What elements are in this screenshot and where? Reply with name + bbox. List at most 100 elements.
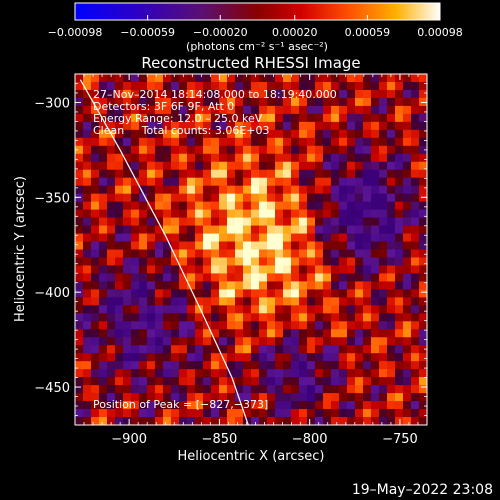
heatmap-cell — [75, 113, 84, 123]
heatmap-cell — [179, 193, 188, 203]
heatmap-cell — [75, 241, 84, 251]
heatmap-cell — [195, 281, 204, 290]
heatmap-cell — [275, 74, 284, 83]
heatmap-cell — [91, 273, 100, 283]
heatmap-cell — [99, 265, 108, 275]
heatmap-cell — [411, 81, 420, 91]
heatmap-cell — [331, 193, 340, 203]
heatmap-cell — [187, 305, 196, 314]
heatmap-cell — [339, 145, 348, 155]
heatmap-cell — [219, 233, 228, 243]
heatmap-cell — [195, 105, 204, 115]
heatmap-cell — [355, 217, 364, 227]
heatmap-cell — [323, 249, 332, 259]
heatmap-cell — [307, 169, 316, 179]
heatmap-cell — [379, 97, 388, 107]
heatmap-cell — [299, 177, 308, 187]
heatmap-cell — [155, 209, 164, 219]
heatmap-cell — [155, 113, 164, 123]
heatmap-cell — [299, 249, 308, 259]
heatmap-cell — [315, 153, 324, 163]
heatmap-cell — [371, 81, 380, 91]
heatmap-cell — [339, 129, 348, 139]
heatmap-cell — [139, 217, 148, 227]
heatmap-cell — [155, 289, 164, 298]
heatmap-cell — [83, 129, 92, 139]
colorbar-tick-label: −0.00020 — [193, 26, 248, 39]
heatmap-cell — [83, 353, 92, 362]
heatmap-cell — [131, 369, 140, 378]
heatmap-cell — [395, 249, 404, 259]
heatmap-cell — [275, 169, 284, 179]
heatmap-cell — [395, 105, 404, 115]
heatmap-cell — [387, 329, 396, 338]
heatmap-cell — [291, 161, 300, 171]
heatmap-cell — [163, 369, 172, 378]
heatmap-cell — [419, 74, 427, 83]
heatmap-cell — [411, 401, 420, 410]
heatmap-cell — [171, 169, 180, 179]
heatmap-cell — [123, 321, 132, 330]
heatmap-cell — [179, 321, 188, 330]
colorbar-tick-label: −0.00098 — [48, 26, 103, 39]
heatmap-cell — [275, 321, 284, 330]
heatmap-cell — [331, 289, 340, 298]
heatmap-cell — [195, 81, 204, 91]
heatmap-cell — [195, 225, 204, 235]
heatmap-cell — [299, 121, 308, 131]
heatmap-cell — [195, 369, 204, 378]
heatmap-cell — [147, 177, 156, 187]
heatmap-cell — [355, 121, 364, 131]
heatmap-cell — [299, 305, 308, 314]
heatmap-cell — [267, 97, 276, 107]
heatmap-cell — [283, 369, 292, 378]
heatmap-cell — [363, 393, 372, 402]
heatmap-cell — [91, 329, 100, 338]
heatmap-cell — [211, 129, 220, 139]
heatmap-cell — [387, 153, 396, 163]
heatmap-cell — [275, 225, 284, 235]
heatmap-cell — [227, 217, 236, 227]
heatmap-cell — [91, 369, 100, 378]
heatmap-cell — [355, 241, 364, 251]
heatmap-cell — [259, 129, 268, 139]
heatmap-cell — [91, 385, 100, 394]
heatmap-cell — [123, 74, 132, 83]
heatmap-cell — [355, 137, 364, 147]
heatmap-cell — [355, 169, 364, 179]
heatmap-cell — [211, 241, 220, 251]
colorbar-tick-label: 0.00059 — [345, 26, 391, 39]
heatmap-cell — [307, 145, 316, 155]
heatmap-cell — [267, 329, 276, 338]
heatmap-cell — [91, 193, 100, 203]
heatmap-cell — [107, 393, 116, 402]
heatmap-cell — [91, 201, 100, 211]
heatmap-cell — [203, 257, 212, 267]
footer-timestamp: 19–May–2022 23:08 — [352, 482, 493, 498]
heatmap-cell — [187, 329, 196, 338]
heatmap-cell — [347, 313, 356, 322]
heatmap-cell — [235, 321, 244, 330]
heatmap-cell — [99, 345, 108, 354]
y-tick-label: −300 — [34, 96, 70, 111]
heatmap-cell — [139, 249, 148, 259]
heatmap-cell — [339, 345, 348, 354]
heatmap-cell — [83, 361, 92, 370]
heatmap-cell — [283, 217, 292, 227]
heatmap-cell — [299, 81, 308, 91]
heatmap-cell — [315, 265, 324, 275]
heatmap-cell — [323, 89, 332, 99]
heatmap-cell — [115, 145, 124, 155]
heatmap-cell — [379, 81, 388, 91]
heatmap-cell — [235, 377, 244, 386]
heatmap-cell — [179, 121, 188, 131]
heatmap-cell — [219, 161, 228, 171]
heatmap-cell — [395, 345, 404, 354]
heatmap-cell — [195, 193, 204, 203]
heatmap-cell — [147, 81, 156, 91]
heatmap-cell — [75, 401, 84, 410]
heatmap-cell — [187, 145, 196, 155]
heatmap-cell — [163, 337, 172, 346]
heatmap-cell — [323, 153, 332, 163]
heatmap-cell — [275, 89, 284, 99]
